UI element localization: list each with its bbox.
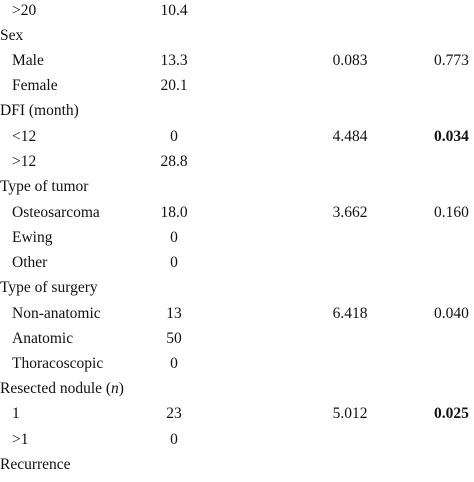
row-label: >12 bbox=[12, 153, 37, 170]
row-label: >1 bbox=[12, 431, 29, 448]
value-cell: 18.0 bbox=[160, 204, 188, 221]
row-label: Ewing bbox=[12, 229, 53, 246]
table-row: 1 23 5.012 0.025 bbox=[0, 405, 474, 431]
table-row: Female 20.1 bbox=[0, 77, 474, 103]
statistic-cell: 6.418 bbox=[332, 305, 368, 322]
statistic-cell: 4.484 bbox=[332, 128, 368, 145]
table-row: >1 0 bbox=[0, 431, 474, 457]
table-row: Osteosarcoma 18.0 3.662 0.160 bbox=[0, 204, 474, 230]
heading-text-suffix: ) bbox=[118, 380, 124, 397]
statistic-cell: 5.012 bbox=[332, 405, 368, 422]
row-label: 1 bbox=[12, 405, 20, 422]
category-heading: Sex bbox=[0, 27, 24, 44]
p-value-cell: 0.025 bbox=[434, 405, 469, 422]
table-row: Male 13.3 0.083 0.773 bbox=[0, 52, 474, 78]
heading-italic-symbol: n bbox=[111, 380, 119, 397]
row-label: Thoracoscopic bbox=[12, 355, 104, 372]
value-cell: 20.1 bbox=[160, 77, 188, 94]
row-label: Other bbox=[12, 254, 48, 271]
row-label: Anatomic bbox=[12, 330, 74, 347]
row-label: >20 bbox=[12, 2, 37, 19]
value-cell: 10.4 bbox=[160, 2, 188, 19]
table-row: Recurrence bbox=[0, 456, 474, 482]
table-row: Type of surgery bbox=[0, 279, 474, 305]
p-value-cell: 0.160 bbox=[434, 204, 469, 221]
category-heading: Recurrence bbox=[0, 456, 71, 473]
table-row: Resected nodule (n) bbox=[0, 380, 474, 406]
p-value-cell: 0.034 bbox=[434, 128, 469, 145]
p-value-cell: 0.773 bbox=[434, 52, 469, 69]
value-cell: 50 bbox=[166, 330, 182, 347]
row-label: Male bbox=[12, 52, 44, 69]
value-cell: 0 bbox=[170, 355, 178, 372]
row-label: Non-anatomic bbox=[12, 305, 101, 322]
value-cell: 0 bbox=[170, 229, 178, 246]
category-heading: Type of surgery bbox=[0, 279, 98, 296]
table-row: Thoracoscopic 0 bbox=[0, 355, 474, 381]
table-row: DFI (month) bbox=[0, 102, 474, 128]
category-heading: Resected nodule (n) bbox=[0, 380, 124, 398]
value-cell: 0 bbox=[170, 431, 178, 448]
value-cell: 13 bbox=[166, 305, 182, 322]
value-cell: 13.3 bbox=[160, 52, 188, 69]
table-row: Sex bbox=[0, 27, 474, 53]
statistic-cell: 3.662 bbox=[332, 204, 368, 221]
table-row: >12 28.8 bbox=[0, 153, 474, 179]
row-label: Female bbox=[12, 77, 58, 94]
statistic-cell: 0.083 bbox=[332, 52, 368, 69]
heading-text: Resected nodule ( bbox=[0, 380, 112, 397]
table-row: Type of tumor bbox=[0, 178, 474, 204]
category-heading: DFI (month) bbox=[0, 102, 79, 119]
table-row: Anatomic 50 bbox=[0, 330, 474, 356]
table-row: Ewing 0 bbox=[0, 229, 474, 255]
value-cell: 0 bbox=[170, 254, 178, 271]
value-cell: 28.8 bbox=[160, 153, 188, 170]
value-cell: 23 bbox=[166, 405, 182, 422]
row-label: Osteosarcoma bbox=[12, 204, 100, 221]
table-row: >20 10.4 bbox=[0, 2, 474, 28]
table-row: Other 0 bbox=[0, 254, 474, 280]
p-value-cell: 0.040 bbox=[434, 305, 469, 322]
category-heading: Type of tumor bbox=[0, 178, 89, 195]
table-row: <12 0 4.484 0.034 bbox=[0, 128, 474, 154]
row-label: <12 bbox=[12, 128, 37, 145]
value-cell: 0 bbox=[170, 128, 178, 145]
table-row: Non-anatomic 13 6.418 0.040 bbox=[0, 305, 474, 331]
